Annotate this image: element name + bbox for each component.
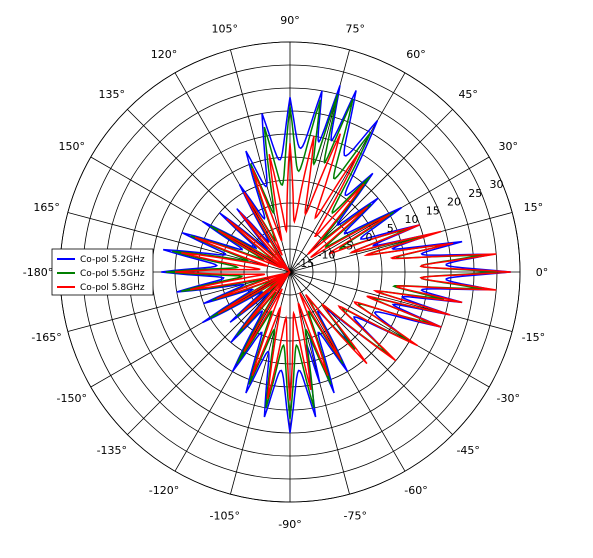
angle-tick-label: 150° <box>59 140 86 153</box>
angle-tick-label: -30° <box>497 392 520 405</box>
series-line-2 <box>174 133 511 401</box>
radial-tick-label: -15 <box>296 257 314 270</box>
angle-tick-label: -180° <box>23 266 53 279</box>
angle-tick-label: -90° <box>278 518 301 531</box>
angle-spoke <box>289 109 453 273</box>
angle-spoke <box>289 72 406 273</box>
angle-tick-label: -75° <box>343 509 366 522</box>
angle-tick-label: 120° <box>151 48 178 61</box>
angle-spoke <box>127 109 291 273</box>
angle-tick-label: -105° <box>210 509 240 522</box>
angle-tick-label: 30° <box>498 140 518 153</box>
legend-label: Co-pol 5.8GHz <box>80 283 145 293</box>
angle-tick-label: 0° <box>536 266 549 279</box>
angle-tick-label: 165° <box>33 201 60 214</box>
angle-spoke <box>174 72 291 273</box>
angle-spoke <box>67 212 291 273</box>
angle-spoke <box>289 271 453 435</box>
angle-tick-label: 15° <box>524 201 544 214</box>
angle-tick-label: 60° <box>406 48 426 61</box>
radial-tick-label: 20 <box>447 196 461 209</box>
angle-tick-label: 75° <box>345 23 365 36</box>
radial-tick-label: 5 <box>387 222 394 235</box>
angle-tick-label: 105° <box>212 23 239 36</box>
angle-tick-label: -150° <box>57 392 87 405</box>
angle-spoke <box>127 271 291 435</box>
angle-tick-label: 90° <box>280 14 300 27</box>
legend: Co-pol 5.2GHz Co-pol 5.5GHz Co-pol 5.8GHz <box>51 248 154 296</box>
radial-tick-label: 30 <box>489 178 503 191</box>
legend-label: Co-pol 5.2GHz <box>80 255 145 265</box>
radial-tick-label: 10 <box>404 213 418 226</box>
legend-label: Co-pol 5.5GHz <box>80 269 145 279</box>
angle-tick-label: -135° <box>97 444 127 457</box>
angle-spoke <box>90 271 291 388</box>
angle-spoke <box>90 156 291 273</box>
radial-tick-label: 25 <box>468 187 482 200</box>
tick-labels: -15 -10 -5 0 5 10 15 20 25 30 0° 15° 30° 45° 60° 75° 90°… <box>23 14 548 531</box>
angle-tick-label: -15° <box>522 331 545 344</box>
series-layer <box>161 85 511 434</box>
angle-tick-label: 45° <box>458 88 478 101</box>
angle-spoke <box>67 271 291 332</box>
angle-tick-label: -165° <box>31 331 61 344</box>
angle-spoke <box>289 212 513 273</box>
radial-tick-label: -5 <box>342 240 353 253</box>
angle-spoke <box>289 271 490 388</box>
radial-tick-label: 15 <box>426 204 440 217</box>
angle-tick-label: -45° <box>456 444 479 457</box>
angle-tick-label: -60° <box>404 484 427 497</box>
angle-tick-label: -120° <box>149 484 179 497</box>
angle-spoke <box>289 271 513 332</box>
radial-tick-label: 0 <box>365 231 372 244</box>
radial-tick-label: -10 <box>318 248 336 261</box>
angle-tick-label: 135° <box>99 88 126 101</box>
